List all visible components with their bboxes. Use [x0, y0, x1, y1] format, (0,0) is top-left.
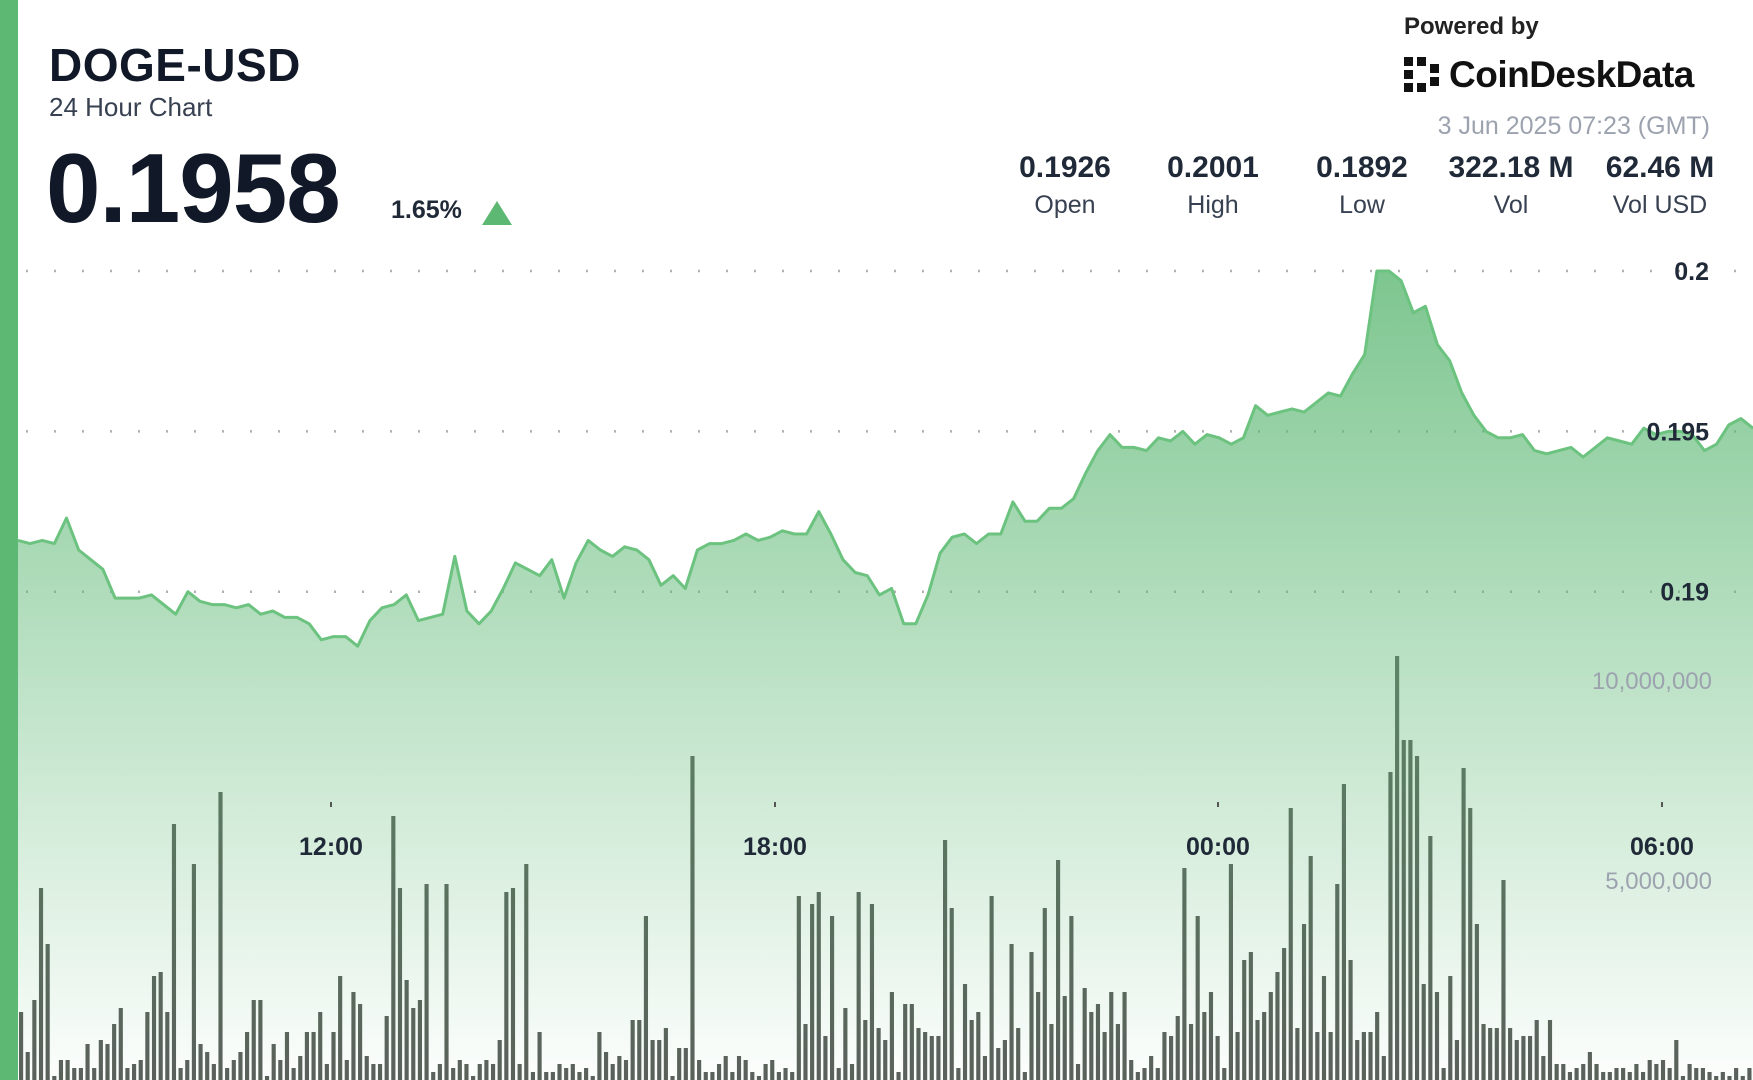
timestamp: 3 Jun 2025 07:23 (GMT)	[1437, 112, 1710, 140]
stat-volume-usd-value: 62.46 M	[1605, 151, 1715, 184]
time-tick-label: 06:00	[1630, 833, 1694, 861]
stat-low-value: 0.1892	[1316, 151, 1408, 184]
price-line	[17, 269, 1753, 648]
stat-volume-label: Vol	[1493, 191, 1529, 219]
price-tick-label: 0.195	[1646, 418, 1709, 446]
stat-volume: 322.18 M Vol	[1436, 151, 1586, 220]
price-change-percent: 1.65%	[391, 196, 462, 224]
powered-by-label: Powered by	[1404, 13, 1539, 40]
brand-logo: CoinDeskData	[1403, 54, 1694, 96]
price-area	[17, 269, 1753, 1080]
stat-volume-usd: 62.46 M Vol USD	[1585, 151, 1735, 220]
coindesk-logo-icon	[1404, 57, 1439, 92]
stat-open: 0.1926 Open	[990, 151, 1140, 220]
stat-open-label: Open	[1034, 191, 1096, 219]
brand-name: CoinDeskData	[1449, 54, 1694, 95]
current-price: 0.1958	[46, 133, 341, 243]
stat-volume-value: 322.18 M	[1448, 151, 1574, 184]
price-tick-label: 0.2	[1674, 258, 1709, 286]
time-tick-label: 00:00	[1186, 833, 1250, 861]
time-tick-label: 12:00	[299, 833, 363, 861]
price-tick-label: 0.19	[1660, 579, 1709, 607]
chart-subtitle: 24 Hour Chart	[49, 92, 213, 122]
volume-tick-label: 5,000,000	[1605, 868, 1712, 895]
axis-labels: 10,000,000 5,000,000 0.2 0.195 0.19 12:00 18:0…	[299, 258, 1712, 895]
stat-high: 0.2001 High	[1138, 151, 1288, 220]
stat-high-label: High	[1187, 191, 1239, 219]
volume-tick-label: 10,000,000	[1592, 668, 1712, 695]
stat-open-value: 0.1926	[1019, 151, 1111, 184]
stat-high-value: 0.2001	[1167, 151, 1259, 184]
stat-volume-usd-label: Vol USD	[1612, 191, 1708, 219]
ticker-symbol: DOGE-USD	[49, 39, 301, 91]
time-tick-label: 18:00	[743, 833, 807, 861]
stat-low-label: Low	[1339, 191, 1385, 219]
stat-low: 0.1892 Low	[1287, 151, 1437, 220]
price-area-fill	[18, 271, 1753, 1080]
accent-bar	[0, 0, 18, 1080]
up-arrow-icon	[482, 201, 512, 225]
